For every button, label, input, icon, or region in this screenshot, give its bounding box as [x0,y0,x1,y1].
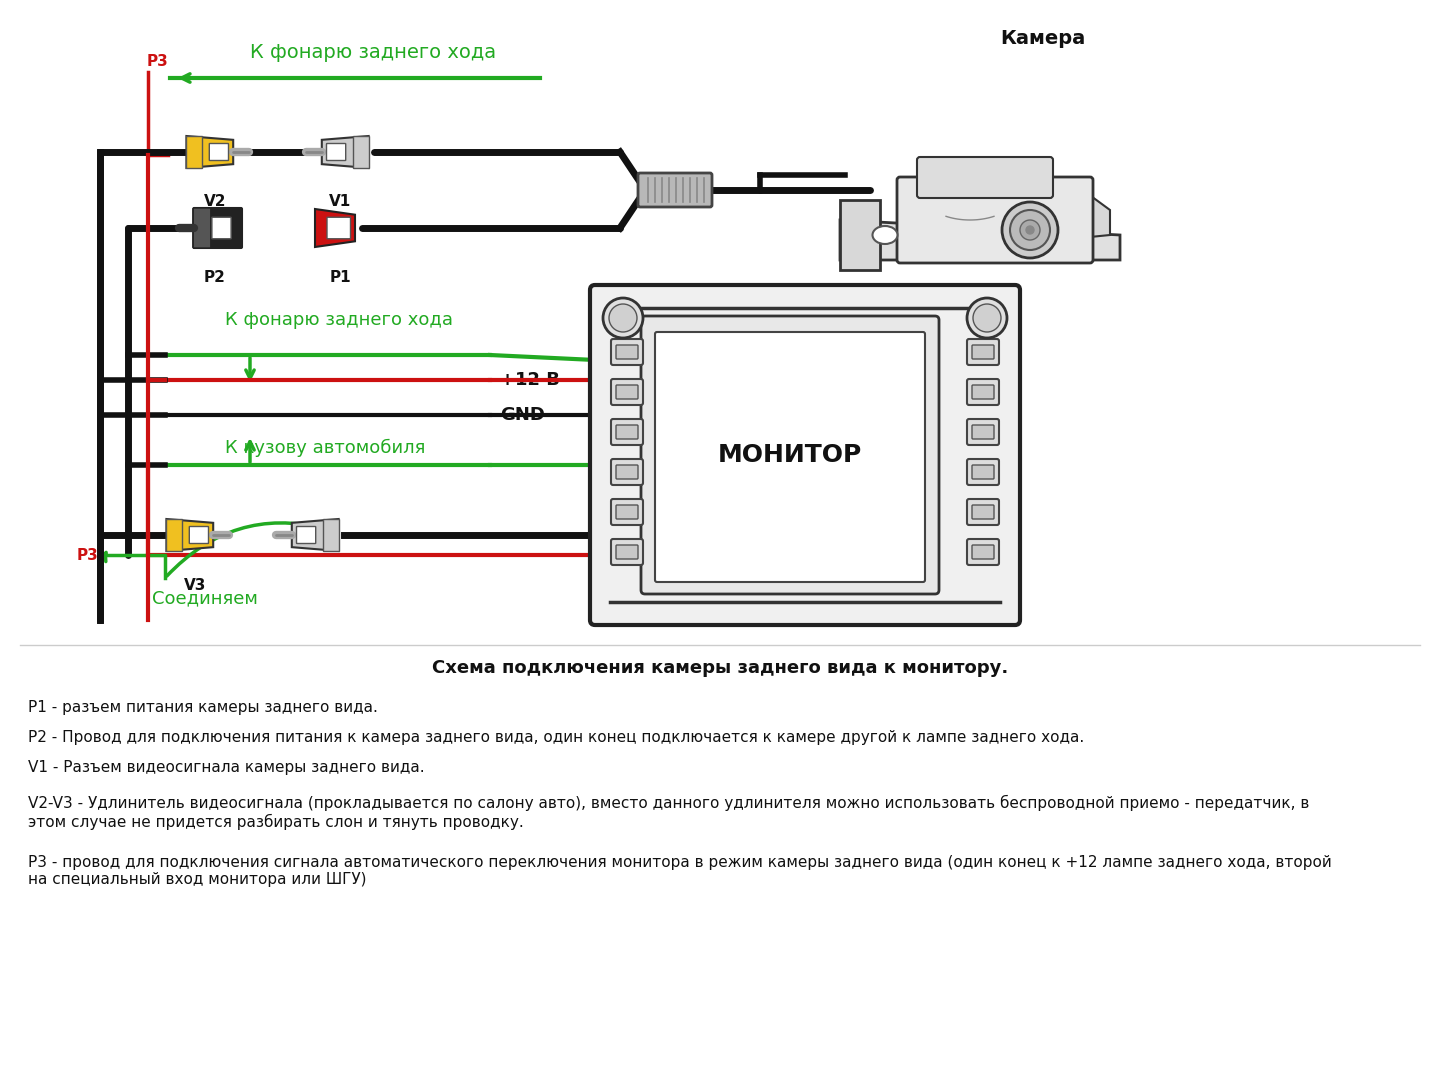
FancyBboxPatch shape [616,465,638,479]
Polygon shape [840,200,880,270]
Circle shape [609,304,636,332]
Circle shape [1002,202,1058,258]
Circle shape [968,298,1007,338]
FancyBboxPatch shape [655,332,924,582]
Ellipse shape [873,226,897,244]
FancyBboxPatch shape [616,385,638,399]
FancyBboxPatch shape [917,157,1053,198]
FancyBboxPatch shape [616,425,638,440]
Text: Соединяем: Соединяем [153,589,258,607]
FancyBboxPatch shape [193,208,210,248]
Text: V1 - Разъем видеосигнала камеры заднего вида.: V1 - Разъем видеосигнала камеры заднего … [27,760,425,775]
FancyBboxPatch shape [972,545,994,559]
Polygon shape [292,519,338,551]
Text: V3: V3 [184,578,206,593]
FancyBboxPatch shape [968,419,999,445]
FancyBboxPatch shape [616,345,638,359]
FancyBboxPatch shape [972,345,994,359]
FancyBboxPatch shape [611,539,644,565]
Text: Р3 - провод для подключения сигнала автоматического переключения монитора в режи: Р3 - провод для подключения сигнала авто… [27,855,1332,888]
FancyBboxPatch shape [590,285,1020,625]
FancyBboxPatch shape [327,218,350,239]
Circle shape [603,298,644,338]
FancyBboxPatch shape [968,498,999,525]
Polygon shape [321,136,369,168]
FancyBboxPatch shape [968,539,999,565]
Polygon shape [186,136,233,168]
Text: P1: P1 [330,270,351,285]
Polygon shape [323,519,338,551]
FancyBboxPatch shape [189,526,209,544]
Text: P1 - разъем питания камеры заднего вида.: P1 - разъем питания камеры заднего вида. [27,700,377,715]
FancyBboxPatch shape [611,339,644,364]
Text: К фонарю заднего хода: К фонарю заднего хода [251,43,497,61]
FancyBboxPatch shape [611,498,644,525]
FancyBboxPatch shape [616,545,638,559]
FancyBboxPatch shape [897,177,1093,263]
FancyBboxPatch shape [641,316,939,594]
FancyBboxPatch shape [297,526,315,544]
Polygon shape [353,136,369,168]
Circle shape [1009,210,1050,250]
FancyBboxPatch shape [327,144,346,161]
Text: V2: V2 [203,194,226,209]
Text: V1: V1 [328,194,351,209]
FancyBboxPatch shape [972,505,994,519]
FancyBboxPatch shape [611,379,644,405]
Circle shape [973,304,1001,332]
FancyBboxPatch shape [193,208,242,248]
FancyBboxPatch shape [611,459,644,485]
Text: Схема подключения камеры заднего вида к монитору.: Схема подключения камеры заднего вида к … [432,659,1008,678]
Text: P3: P3 [78,548,99,563]
FancyBboxPatch shape [972,465,994,479]
FancyBboxPatch shape [972,385,994,399]
FancyBboxPatch shape [611,419,644,445]
Circle shape [1020,220,1040,240]
Text: P2: P2 [204,270,226,285]
Polygon shape [167,519,181,551]
Polygon shape [840,220,1120,260]
FancyBboxPatch shape [968,379,999,405]
Text: P3: P3 [147,55,168,70]
Text: +12 В: +12 В [500,371,560,389]
FancyBboxPatch shape [212,218,230,239]
Text: К фонарю заднего хода: К фонарю заднего хода [225,311,454,329]
Polygon shape [1080,188,1110,238]
Polygon shape [315,209,356,247]
FancyBboxPatch shape [968,459,999,485]
Text: К кузову автомобиля: К кузову автомобиля [225,438,425,457]
Text: МОНИТОР: МОНИТОР [719,443,863,467]
FancyBboxPatch shape [972,425,994,440]
Text: GND: GND [500,406,544,425]
Text: Камера: Камера [999,29,1086,47]
Polygon shape [167,519,213,551]
FancyBboxPatch shape [616,505,638,519]
FancyBboxPatch shape [638,173,711,207]
FancyBboxPatch shape [968,339,999,364]
Circle shape [1025,226,1034,234]
Text: P2 - Провод для подключения питания к камера заднего вида, один конец подключает: P2 - Провод для подключения питания к ка… [27,730,1084,745]
Polygon shape [186,136,202,168]
Text: V2-V3 - Удлинитель видеосигнала (прокладывается по салону авто), вместо данного : V2-V3 - Удлинитель видеосигнала (проклад… [27,795,1309,830]
FancyBboxPatch shape [209,144,229,161]
